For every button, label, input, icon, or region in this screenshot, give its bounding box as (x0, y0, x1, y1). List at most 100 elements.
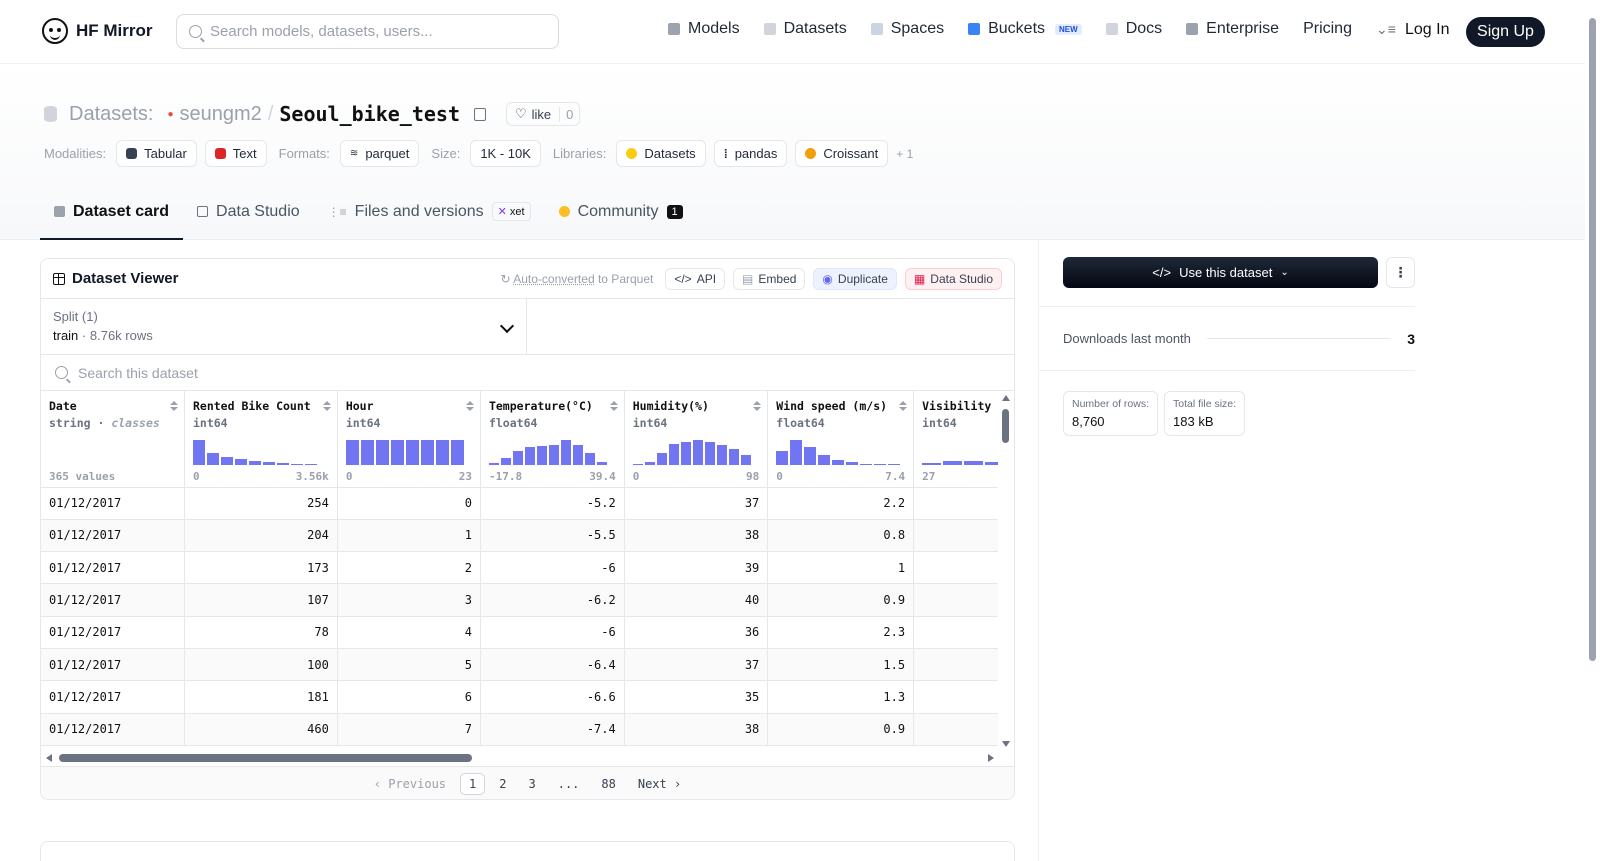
table-row[interactable]: 01/12/2017 107 3 -6.2 40 0.9 (41, 583, 1014, 617)
table-cell[interactable]: 39 (624, 551, 769, 585)
more-options-icon[interactable]: ⋮ (1386, 257, 1415, 288)
page-button[interactable]: 2 (499, 777, 507, 791)
sort-icon[interactable] (465, 401, 474, 413)
breadcrumb-kind[interactable]: Datasets: (69, 102, 154, 125)
table-cell[interactable]: 36 (624, 616, 769, 649)
table-cell[interactable]: 01/12/2017 (41, 551, 185, 585)
column-header[interactable]: Date string · classes 365 values (41, 391, 185, 488)
use-this-dataset-button[interactable]: </> Use this dataset ⌄ (1063, 257, 1378, 288)
histogram-bar[interactable] (304, 463, 317, 465)
table-cell[interactable]: 37 (624, 487, 769, 520)
histogram-bar[interactable] (206, 452, 219, 465)
tag-pandas[interactable]: ⁞ pandas (713, 140, 788, 167)
histogram-bar[interactable] (888, 463, 901, 465)
page-scroll-thumb[interactable] (1589, 18, 1596, 661)
nav-buckets[interactable]: Buckets NEW (968, 20, 1082, 38)
vertical-scrollbar[interactable] (998, 391, 1014, 749)
table-cell[interactable]: -6 (480, 616, 625, 649)
histogram-bar[interactable] (874, 463, 887, 465)
nav-docs[interactable]: Docs (1105, 20, 1162, 38)
more-menu-icon[interactable]: ⌄≡ (1375, 20, 1396, 37)
table-cell[interactable]: 2.2 (767, 487, 915, 520)
table-cell[interactable]: 0.9 (767, 583, 915, 617)
tag-text[interactable]: Text (204, 140, 267, 167)
tab-community[interactable]: Community 1 (545, 185, 697, 240)
global-search[interactable] (176, 14, 559, 49)
nav-enterprise[interactable]: Enterprise (1186, 20, 1279, 38)
table-cell[interactable]: 2.3 (767, 616, 915, 649)
table-cell[interactable]: 01/12/2017 (41, 583, 185, 617)
histogram-bar[interactable] (560, 439, 571, 465)
auto-converted-link[interactable]: Auto-converted (513, 271, 595, 286)
histogram-bar[interactable] (804, 446, 817, 465)
table-cell[interactable]: 38 (624, 519, 769, 553)
table-cell[interactable]: 2 (337, 551, 481, 585)
table-cell[interactable]: 0.8 (767, 519, 915, 553)
like-button[interactable]: ♡ like 0 (506, 102, 581, 126)
dataset-search-input[interactable] (78, 364, 478, 381)
histogram-bar[interactable] (500, 457, 511, 465)
table-cell[interactable] (913, 616, 1014, 649)
histogram-bar[interactable] (375, 439, 389, 465)
table-cell[interactable]: 01/12/2017 (41, 487, 185, 520)
signup-button[interactable]: Sign Up (1466, 17, 1545, 47)
table-cell[interactable]: 35 (624, 680, 769, 714)
histogram-bar[interactable] (420, 439, 434, 465)
table-cell[interactable]: 181 (184, 680, 338, 714)
histogram-bar[interactable] (524, 446, 535, 465)
histogram-bar[interactable] (220, 456, 233, 465)
table-cell[interactable]: -5.5 (480, 519, 625, 553)
histogram-bar[interactable] (680, 441, 691, 465)
scroll-down-icon[interactable] (1002, 741, 1010, 747)
histogram-bar[interactable] (360, 439, 374, 465)
site-logo[interactable]: HF Mirror (42, 18, 153, 44)
table-cell[interactable]: 01/12/2017 (41, 616, 185, 649)
next-page-button[interactable]: Next › (637, 777, 682, 791)
histogram-bar[interactable] (192, 439, 205, 465)
nav-models[interactable]: Models (668, 20, 740, 38)
table-cell[interactable]: -6 (480, 551, 625, 585)
column-header[interactable]: Temperature(°C) float64 -17.8 39.4 (480, 391, 625, 488)
sort-icon[interactable] (322, 401, 331, 413)
histogram-bar[interactable] (790, 439, 803, 465)
histogram-bar[interactable] (740, 454, 751, 465)
histogram-bar[interactable] (922, 462, 942, 465)
table-cell[interactable]: 1.3 (767, 680, 915, 714)
histogram-bar[interactable] (488, 462, 499, 465)
table-cell[interactable]: 1 (337, 519, 481, 553)
page-button[interactable]: 88 (601, 777, 616, 791)
table-cell[interactable]: 37 (624, 648, 769, 682)
page-button[interactable]: 3 (528, 777, 536, 791)
histogram-bar[interactable] (728, 448, 739, 465)
sort-icon[interactable] (753, 401, 762, 413)
histogram-bar[interactable] (776, 450, 789, 465)
histogram-bar[interactable] (692, 439, 703, 465)
tab-dataset-card[interactable]: Dataset card (40, 185, 184, 240)
page-scrollbar[interactable] (1585, 0, 1600, 861)
api-button[interactable]: </> API (665, 267, 726, 290)
histogram-bar[interactable] (964, 460, 984, 465)
table-cell[interactable]: -6.2 (480, 583, 625, 617)
histogram-bar[interactable] (536, 445, 547, 465)
table-cell[interactable]: -5.2 (480, 487, 625, 520)
table-cell[interactable]: 40 (624, 583, 769, 617)
table-cell[interactable]: 38 (624, 713, 769, 746)
column-header[interactable]: Humidity(%) int64 0 98 (624, 391, 769, 488)
tag-size[interactable]: 1K - 10K (470, 140, 541, 167)
scroll-thumb[interactable] (59, 754, 472, 762)
dataset-search[interactable] (41, 355, 1014, 391)
histogram-bar[interactable] (290, 463, 303, 465)
table-cell[interactable] (913, 519, 1014, 553)
scroll-up-icon[interactable] (1002, 395, 1010, 401)
histogram-bar[interactable] (832, 459, 845, 465)
table-row[interactable]: 01/12/2017 173 2 -6 39 1 (41, 551, 1014, 585)
table-row[interactable]: 01/12/2017 460 7 -7.4 38 0.9 (41, 713, 1014, 746)
column-header[interactable]: Wind speed (m/s) float64 0 7.4 (767, 391, 915, 488)
table-cell[interactable]: 1 (767, 551, 915, 585)
histogram-bar[interactable] (985, 461, 1005, 465)
previous-page-button[interactable]: ‹ Previous (373, 777, 447, 791)
table-cell[interactable]: 7 (337, 713, 481, 746)
histogram-bar[interactable] (846, 461, 859, 465)
histogram-bar[interactable] (572, 444, 583, 465)
horizontal-scrollbar[interactable] (41, 749, 1014, 767)
